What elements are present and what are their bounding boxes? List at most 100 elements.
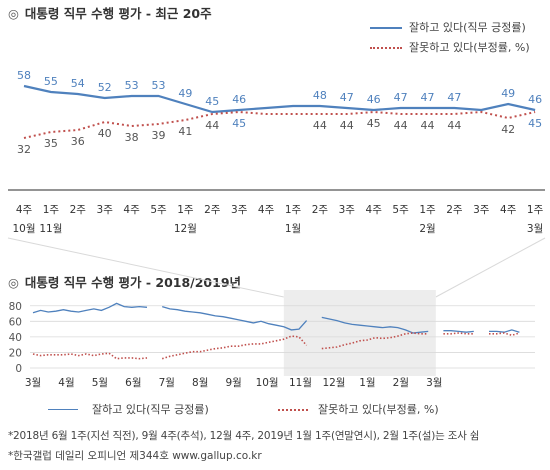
legend2-swatch-approve: [48, 409, 78, 410]
x-tick-week: 3주: [473, 204, 490, 216]
data-label-disapprove: 44: [313, 119, 327, 132]
series2-line-approve: [32, 302, 148, 314]
x2-tick-month: 11월: [289, 377, 312, 389]
x2-tick-month: 8월: [192, 377, 208, 389]
data-label-disapprove: 41: [178, 125, 192, 138]
y-tick-label: 80: [9, 301, 22, 313]
chart-title-yearly: ◎ 대통령 직무 수행 평가 - 2018/2019년: [8, 272, 241, 291]
footnote-survey-gaps: *2018년 6월 1주(지선 직전), 9월 4주(추석), 12월 4주, …: [8, 430, 480, 442]
series2-line-disapprove: [443, 332, 474, 335]
chart-title-yearly-text: 대통령 직무 수행 평가 - 2018/2019년: [24, 275, 242, 290]
legend2-label-approve: 잘하고 있다(직무 긍정률): [92, 403, 209, 416]
x-tick-week: 2주: [204, 204, 221, 216]
data-label-disapprove: 42: [501, 123, 515, 136]
x-tick-week: 1주: [177, 204, 194, 216]
data-label-approve: 45: [205, 95, 219, 108]
data-label-approve: 49: [178, 87, 192, 100]
series2-line-approve: [489, 329, 520, 333]
chart-recent-20-weeks: 58 55 54 52 53 53 49 45 46 48 47 46 47 47 47 49 46 32 35 36…: [8, 69, 545, 235]
x-tick-month: 12월: [174, 223, 197, 235]
x-tick-week: 4주: [258, 204, 275, 216]
data-label-approve: 49: [501, 87, 515, 100]
data-label-approve: 55: [44, 75, 58, 88]
legend-swatch-approve: [370, 27, 402, 29]
x2-tick-month: 3월: [25, 377, 41, 389]
data-label-disapprove: 44: [394, 119, 408, 132]
chart-title-recent: ◎ 대통령 직무 수행 평가 - 최근 20주: [8, 3, 212, 22]
x-tick-week: 5주: [150, 204, 167, 216]
x-tick-week: 4주: [500, 204, 517, 216]
data-label-disapprove: 44: [421, 119, 435, 132]
x-tick-week: 1주: [527, 204, 544, 216]
data-label-approve: 46: [528, 93, 542, 106]
data-label-disapprove: 32: [17, 143, 31, 156]
y-tick-label: 40: [9, 332, 22, 344]
x2-tick-month: 6월: [125, 377, 141, 389]
x2-tick-month: 12월: [322, 377, 345, 389]
data-label-disapprove: 45: [367, 117, 381, 130]
x-tick-week: 2주: [70, 204, 87, 216]
y-tick-label: 20: [9, 347, 22, 359]
data-label-disapprove: 35: [44, 137, 58, 150]
chart-title-recent-text: 대통령 직무 수행 평가 - 최근 20주: [24, 6, 212, 21]
data-label-disapprove: 45: [528, 117, 542, 130]
series-line-approve: [23, 84, 536, 114]
legend-swatch-disapprove: [370, 47, 402, 49]
x-tick-month: 3월: [527, 223, 543, 235]
legend2-swatch-disapprove: [278, 409, 308, 411]
series2-line-disapprove: [32, 352, 148, 360]
highlight-band: [283, 290, 436, 376]
x2-tick-month: 9월: [225, 377, 241, 389]
x2-tick-month: 7월: [159, 377, 175, 389]
data-label-approve: 47: [447, 91, 461, 104]
x-tick-week: 2주: [312, 204, 329, 216]
data-label-approve: 48: [313, 89, 327, 102]
data-label-disapprove: 38: [125, 131, 139, 144]
x2-tick-month: 4월: [58, 377, 74, 389]
series2-line-approve: [443, 330, 474, 333]
x2-tick-month: 3월: [426, 377, 442, 389]
x-tick-week: 1주: [43, 204, 60, 216]
x-tick-week: 3주: [97, 204, 114, 216]
data-label-disapprove: 44: [447, 119, 461, 132]
data-label-disapprove: 44: [340, 119, 354, 132]
data-label-disapprove: 45: [232, 117, 246, 130]
x-tick-month: 2월: [419, 223, 435, 235]
x-tick-week: 1주: [285, 204, 302, 216]
x2-tick-month: 1월: [359, 377, 375, 389]
y-tick-label: 60: [9, 316, 22, 328]
x2-tick-month: 2월: [393, 377, 409, 389]
legend-label-approve: 잘하고 있다(직무 긍정률): [409, 21, 526, 34]
title-bullet-icon: ◎: [8, 6, 19, 21]
x2-tick-month: 5월: [92, 377, 108, 389]
series2-line-approve: [321, 316, 429, 334]
x-tick-week: 1주: [419, 204, 436, 216]
x2-tick-month: 10월: [256, 377, 279, 389]
legend2-label-disapprove: 잘못하고 있다(부정률, %): [318, 403, 439, 416]
series2-line-disapprove: [489, 332, 520, 337]
title-bullet-icon-2: ◎: [8, 275, 19, 290]
data-label-disapprove: 44: [205, 119, 219, 132]
x-tick-week: 3주: [231, 204, 248, 216]
data-label-approve: 58: [17, 69, 31, 82]
x-tick-week: 4주: [366, 204, 383, 216]
x-tick-week: 4주: [123, 204, 140, 216]
y-tick-label: 0: [15, 363, 22, 375]
x-tick-month: 11월: [39, 223, 62, 235]
data-label-disapprove: 36: [71, 135, 85, 148]
x-tick-week: 5주: [392, 204, 409, 216]
series2-line-disapprove: [321, 332, 429, 350]
data-label-approve: 47: [421, 91, 435, 104]
data-label-approve: 52: [98, 81, 112, 94]
data-label-approve: 46: [367, 93, 381, 106]
data-label-approve: 46: [232, 93, 246, 106]
x-tick-month: 1월: [285, 223, 301, 235]
series2-line-disapprove: [161, 335, 308, 360]
series2-line-approve: [162, 305, 308, 331]
footnote-source: *한국갤럽 데일리 오피니언 제344호 www.gallup.co.kr: [8, 450, 262, 462]
data-label-approve: 54: [71, 77, 85, 90]
data-label-disapprove: 40: [98, 127, 112, 140]
data-label-approve: 53: [125, 79, 139, 92]
data-label-disapprove: 39: [152, 129, 166, 142]
x-tick-week: 3주: [339, 204, 356, 216]
